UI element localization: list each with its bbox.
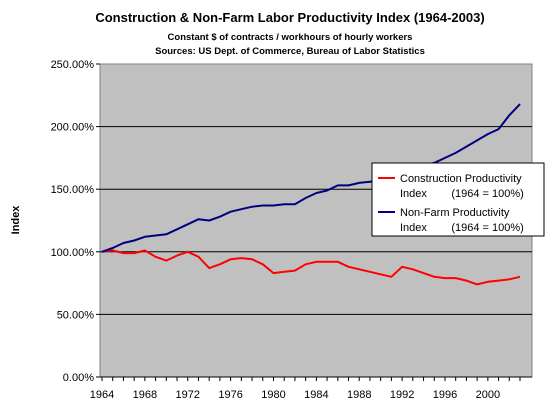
y-axis-ticks: 0.00% 50.00% 100.00% 150.00% 200.00% 250.00%	[51, 59, 100, 384]
x-tick-label: 1976	[218, 389, 242, 401]
grid	[100, 126, 532, 315]
y-tick-label: 100.00%	[51, 247, 95, 259]
x-tick-label: 1992	[390, 389, 414, 401]
x-axis-ticks: 1964 1968 1972 1976 1980 1984 1988 1992 1996 2000	[90, 376, 532, 401]
y-axis-title: Index	[10, 205, 22, 235]
x-tick-label: 1968	[133, 389, 157, 401]
legend-label-nonfarm-line-2: Index (1964 = 100%)	[400, 222, 524, 234]
chart-title: Construction & Non-Farm Labor Productivi…	[95, 10, 484, 25]
x-tick-label: 1996	[433, 389, 457, 401]
chart-subtitle-line-1: Constant $ of contracts / workhours of h…	[168, 32, 413, 43]
legend-label-construction-line-1: Construction Productivity	[400, 173, 522, 185]
series-group	[101, 103, 521, 286]
legend-label-construction-line-2: Index (1964 = 100%)	[400, 188, 524, 200]
x-tick-label: 1972	[176, 389, 200, 401]
x-tick-label: 1964	[90, 389, 114, 401]
legend: Construction Productivity Index (1964 = …	[371, 162, 545, 237]
chart-subtitle-line-2: Sources: US Dept. of Commerce, Bureau of…	[155, 46, 425, 57]
x-tick-label: 1988	[347, 389, 371, 401]
series-line-construction	[101, 249, 521, 286]
y-tick-label: 250.00%	[51, 59, 95, 71]
x-tick-label: 1980	[261, 389, 285, 401]
y-tick-label: 200.00%	[51, 122, 95, 134]
y-tick-label: 50.00%	[57, 309, 95, 321]
y-tick-label: 150.00%	[51, 184, 95, 196]
x-tick-label: 2000	[476, 389, 500, 401]
series-line-nonfarm	[101, 103, 521, 253]
legend-label-nonfarm-line-1: Non-Farm Productivity	[400, 207, 510, 219]
x-tick-label: 1984	[304, 389, 328, 401]
y-tick-label: 0.00%	[63, 372, 94, 384]
legend-box	[371, 162, 545, 237]
